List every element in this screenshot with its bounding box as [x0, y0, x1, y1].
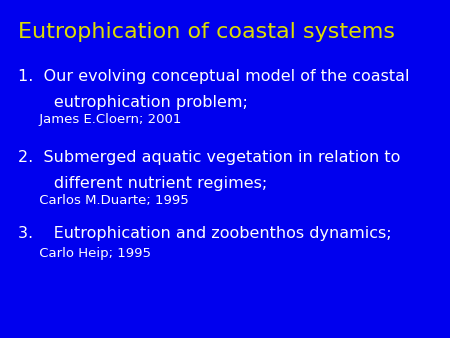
Text: eutrophication problem;: eutrophication problem; — [18, 95, 248, 110]
Text: 2.  Submerged aquatic vegetation in relation to: 2. Submerged aquatic vegetation in relat… — [18, 150, 400, 165]
Text: James E.Cloern; 2001: James E.Cloern; 2001 — [18, 113, 181, 126]
Text: 1.  Our evolving conceptual model of the coastal: 1. Our evolving conceptual model of the … — [18, 69, 410, 84]
Text: Carlos M.Duarte; 1995: Carlos M.Duarte; 1995 — [18, 194, 189, 207]
Text: Carlo Heip; 1995: Carlo Heip; 1995 — [18, 247, 151, 260]
Text: 3.    Eutrophication and zoobenthos dynamics;: 3. Eutrophication and zoobenthos dynamic… — [18, 226, 392, 241]
Text: different nutrient regimes;: different nutrient regimes; — [18, 176, 267, 191]
Text: Eutrophication of coastal systems: Eutrophication of coastal systems — [18, 22, 395, 42]
